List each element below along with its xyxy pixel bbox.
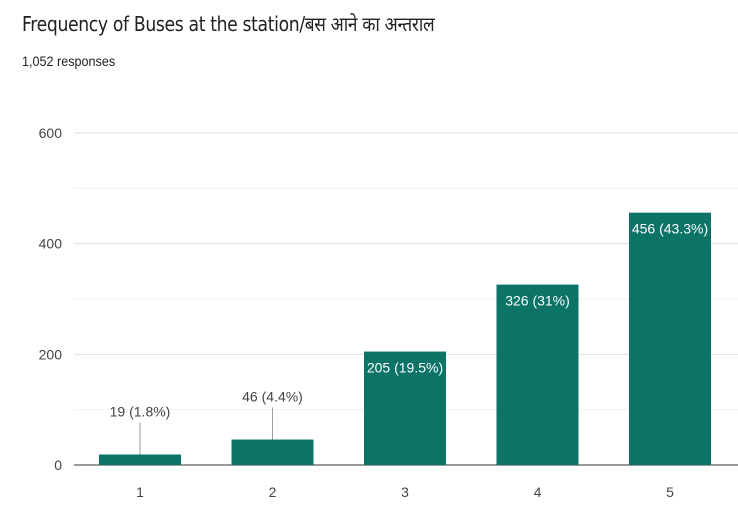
chart-title: Frequency of Buses at the station/बस आने…: [22, 12, 435, 36]
y-tick-label: 400: [39, 236, 63, 252]
y-tick-label: 600: [39, 125, 63, 141]
data-label: 46 (4.4%): [242, 389, 303, 405]
x-tick-label: 4: [534, 484, 542, 500]
data-label: 19 (1.8%): [110, 403, 171, 419]
response-count: 1,052 responses: [22, 53, 116, 69]
data-label: 326 (31%): [505, 293, 570, 309]
data-label: 456 (43.3%): [632, 221, 708, 237]
x-tick-label: 5: [666, 484, 674, 500]
x-tick-label: 2: [269, 484, 277, 500]
bar: [99, 454, 181, 465]
x-tick-label: 3: [401, 484, 409, 500]
y-tick-label: 0: [54, 457, 62, 473]
bar: [364, 351, 446, 465]
bar: [629, 212, 711, 465]
bar: [496, 284, 579, 465]
data-label: 205 (19.5%): [367, 360, 443, 376]
bar: [231, 439, 314, 465]
y-tick-label: 200: [39, 346, 63, 362]
x-tick-label: 1: [136, 484, 144, 500]
